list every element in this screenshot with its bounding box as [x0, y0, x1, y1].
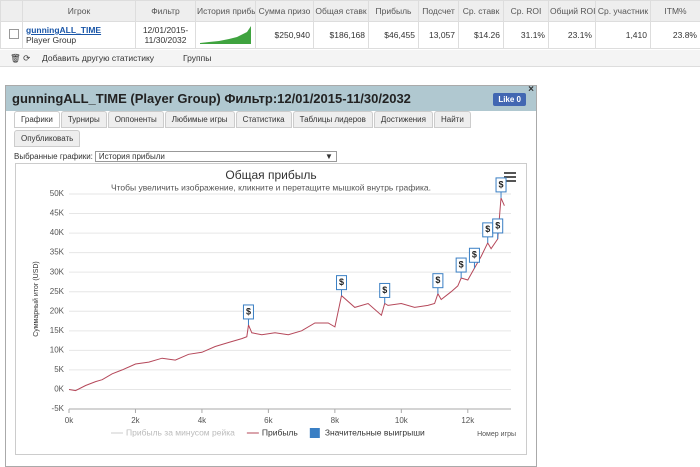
- checkbox-cell[interactable]: [1, 22, 23, 49]
- y-tick-label: 10K: [50, 345, 65, 354]
- header-cell[interactable]: Сумма призо: [256, 1, 314, 22]
- tab[interactable]: Графики: [14, 111, 60, 128]
- win-label: $: [472, 250, 477, 260]
- x-tick-label: 8k: [331, 416, 340, 425]
- filter-line: 11/30/2032: [139, 35, 192, 45]
- legend-label: Прибыль: [262, 427, 299, 437]
- header-cell[interactable]: Подсчет: [419, 1, 459, 22]
- sparkline-cell: [196, 22, 256, 49]
- close-button[interactable]: ×: [528, 84, 534, 95]
- stat-cell: $14.26: [459, 22, 504, 49]
- tab[interactable]: Любимые игры: [165, 111, 235, 128]
- stat-cell: 1,410: [596, 22, 651, 49]
- chart-select: Выбранные графики:История прибыли▼: [14, 151, 337, 162]
- tab[interactable]: Найти: [434, 111, 471, 128]
- add-stat-button[interactable]: Добавить другую статистику: [42, 53, 154, 63]
- player-group: Player Group: [26, 35, 132, 45]
- data-row: gunningALL_TIME Player Group 12/01/2015-…: [1, 22, 700, 49]
- stat-cell: 23.1%: [549, 22, 596, 49]
- header-cell[interactable]: Ср. ROI: [504, 1, 549, 22]
- tab[interactable]: Турниры: [61, 111, 107, 128]
- header-cell[interactable]: Фильтр: [136, 1, 196, 22]
- y-tick-label: 0K: [54, 385, 64, 394]
- y-tick-label: 15K: [50, 326, 65, 335]
- stat-cell: $186,168: [314, 22, 369, 49]
- y-tick-label: -5K: [52, 404, 65, 413]
- player-cell: gunningALL_TIME Player Group: [23, 22, 136, 49]
- win-label: $: [339, 277, 344, 287]
- panel-title: gunningALL_TIME (Player Group) Фильтр:12…: [12, 91, 411, 106]
- tab[interactable]: Таблицы лидеров: [293, 111, 373, 128]
- chart-subtitle: Чтобы увеличить изображение, кликните и …: [111, 182, 431, 192]
- y-tick-label: 40K: [50, 228, 65, 237]
- x-tick-label: 6k: [264, 416, 273, 425]
- header-cell[interactable]: Ср. участник: [596, 1, 651, 22]
- x-tick-label: 10k: [395, 416, 409, 425]
- select-box[interactable]: История прибыли▼: [95, 151, 337, 162]
- header-cell[interactable]: ITM%: [651, 1, 700, 22]
- y-axis-title: Суммарный итог (USD): [32, 261, 40, 337]
- y-tick-label: 30K: [50, 267, 65, 276]
- y-tick-label: 45K: [50, 209, 65, 218]
- stat-cell: 31.1%: [504, 22, 549, 49]
- stat-cell: 13,057: [419, 22, 459, 49]
- sparkline: [199, 24, 253, 44]
- stat-cell: $46,455: [369, 22, 419, 49]
- profit-line: [69, 198, 504, 391]
- header-cell[interactable]: Ср. ставк: [459, 1, 504, 22]
- stat-cell: 23.8%: [651, 22, 700, 49]
- select-value: История прибыли: [99, 152, 165, 161]
- win-label: $: [499, 179, 504, 189]
- header-cell[interactable]: Общая ставк: [314, 1, 369, 22]
- x-tick-label: 2k: [131, 416, 140, 425]
- win-label: $: [246, 306, 251, 316]
- tab[interactable]: Оппоненты: [108, 111, 164, 128]
- x-tick-label: 12k: [461, 416, 475, 425]
- y-tick-label: 50K: [50, 189, 65, 198]
- header-cell: [1, 1, 23, 22]
- chart: Общая прибыль Чтобы увеличить изображени…: [16, 164, 526, 454]
- filter-line: 12/01/2015-: [139, 25, 192, 35]
- tab[interactable]: Достижения: [374, 111, 433, 128]
- win-label: $: [485, 224, 490, 234]
- header-cell[interactable]: Игрок: [23, 1, 136, 22]
- stat-cell: $250,940: [256, 22, 314, 49]
- chart-box: Общая прибыль Чтобы увеличить изображени…: [15, 163, 527, 455]
- header-cell[interactable]: История прибы: [196, 1, 256, 22]
- y-tick-label: 20K: [50, 306, 65, 315]
- y-tick-label: 35K: [50, 248, 65, 257]
- x-axis-title: Номер игры: [477, 431, 516, 438]
- toolbar: 🗑 ⟳ Добавить другую статистику Группы: [0, 50, 700, 67]
- x-tick-label: 0k: [65, 416, 74, 425]
- legend-symbol: [310, 428, 320, 438]
- y-tick-label: 5K: [54, 365, 64, 374]
- tab[interactable]: Статистика: [236, 111, 292, 128]
- player-link[interactable]: gunningALL_TIME: [26, 25, 132, 35]
- like-button[interactable]: Like 0: [493, 93, 526, 106]
- win-label: $: [435, 275, 440, 285]
- win-label: $: [495, 220, 500, 230]
- win-label: $: [459, 259, 464, 269]
- filter-cell: 12/01/2015-11/30/2032: [136, 22, 196, 49]
- header-cell[interactable]: Прибыль: [369, 1, 419, 22]
- legend-label: Прибыль за минусом рейка: [126, 427, 235, 437]
- win-label: $: [382, 285, 387, 295]
- groups-button[interactable]: Группы: [183, 53, 211, 63]
- header-cell[interactable]: Общий ROI: [549, 1, 596, 22]
- select-label: Выбранные графики:: [14, 152, 93, 161]
- tab[interactable]: Опубликовать: [14, 130, 80, 147]
- panel-header: gunningALL_TIME (Player Group) Фильтр:12…: [6, 86, 536, 111]
- x-tick-label: 4k: [198, 416, 207, 425]
- y-tick-label: 25K: [50, 287, 65, 296]
- legend-label: Значительные выигрыши: [325, 427, 425, 437]
- icons[interactable]: 🗑 ⟳: [10, 53, 30, 64]
- chart-title: Общая прибыль: [225, 168, 316, 182]
